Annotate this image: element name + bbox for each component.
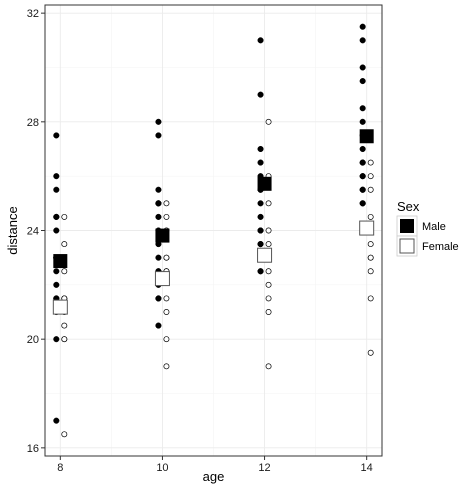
point-female — [265, 241, 272, 248]
point-female — [367, 241, 374, 248]
point-female — [265, 363, 272, 370]
point-male — [257, 37, 264, 44]
point-female — [265, 295, 272, 302]
point-male — [359, 105, 366, 112]
point-female — [367, 254, 374, 261]
point-female — [163, 213, 170, 220]
y-tick-label: 28 — [27, 117, 39, 129]
point-male — [359, 186, 366, 193]
point-female — [367, 295, 374, 302]
point-female — [61, 268, 68, 275]
point-male — [53, 336, 60, 343]
point-female — [61, 322, 68, 329]
x-tick-label: 8 — [57, 462, 63, 474]
point-male — [257, 241, 264, 248]
point-male — [53, 173, 60, 180]
point-male — [155, 118, 162, 125]
mean-marker-male-mean — [359, 129, 374, 144]
point-male — [53, 132, 60, 139]
legend-label-female: Female — [422, 241, 459, 253]
point-male — [359, 173, 366, 180]
point-male — [257, 159, 264, 166]
x-tick-label: 14 — [361, 462, 373, 474]
point-male — [257, 213, 264, 220]
mean-marker-male-mean — [155, 228, 170, 243]
point-female — [367, 159, 374, 166]
x-tick-label: 12 — [258, 462, 270, 474]
y-tick-label: 24 — [27, 226, 39, 238]
point-male — [359, 200, 366, 207]
point-male — [257, 145, 264, 153]
point-male — [53, 227, 60, 234]
point-male — [155, 213, 162, 220]
point-male — [359, 64, 366, 71]
y-tick-label: 16 — [27, 443, 39, 455]
point-male — [257, 268, 264, 275]
point-female — [163, 254, 170, 261]
point-male — [53, 186, 60, 193]
point-female — [265, 227, 272, 234]
point-male — [155, 322, 162, 329]
point-female — [61, 336, 68, 343]
point-male — [155, 254, 162, 261]
point-female — [61, 241, 68, 248]
x-tick-label: 10 — [156, 462, 168, 474]
mean-marker-female-mean — [359, 220, 375, 236]
point-female — [265, 309, 272, 315]
point-female — [367, 349, 374, 356]
axes: 16 20 24 28 32 8 10 12 14 — [27, 8, 373, 474]
point-male — [53, 213, 60, 220]
point-female — [163, 363, 170, 370]
x-axis-title: age — [203, 469, 225, 484]
point-male — [155, 200, 162, 207]
mean-marker-female-mean — [154, 271, 170, 287]
point-female — [163, 309, 170, 315]
y-tick-label: 32 — [27, 8, 39, 20]
point-female — [61, 213, 68, 220]
legend-title: Sex — [397, 199, 420, 214]
point-female — [367, 186, 374, 193]
legend-label-male: Male — [422, 221, 446, 233]
point-male — [359, 159, 366, 166]
point-male — [359, 145, 366, 153]
point-male — [257, 200, 264, 207]
point-male — [359, 118, 366, 125]
point-male — [53, 281, 60, 288]
point-female — [163, 295, 170, 302]
point-female — [265, 200, 272, 207]
mean-marker-female-mean — [257, 247, 273, 263]
point-female — [265, 118, 272, 125]
point-male — [359, 23, 366, 30]
point-female — [367, 268, 374, 275]
point-male — [155, 132, 162, 139]
y-axis-title: distance — [5, 206, 20, 254]
mean-marker-male-mean — [257, 176, 272, 191]
legend: Sex Male Female — [396, 199, 459, 257]
point-female — [163, 336, 170, 343]
point-male — [359, 78, 366, 85]
point-female — [265, 268, 272, 275]
point-female — [265, 281, 272, 288]
point-female — [61, 431, 68, 438]
point-male — [155, 295, 162, 302]
legend-swatch-female — [399, 238, 415, 254]
point-female — [367, 213, 374, 220]
mean-marker-male-mean — [53, 254, 68, 269]
point-male — [53, 417, 60, 424]
point-female — [163, 200, 170, 207]
data-points — [52, 23, 375, 438]
point-male — [359, 37, 366, 44]
legend-swatch-male — [400, 219, 414, 233]
mean-marker-female-mean — [52, 299, 68, 315]
point-male — [257, 227, 264, 234]
point-female — [367, 173, 374, 180]
grid-lines — [45, 5, 382, 456]
point-male — [257, 91, 264, 98]
point-male — [53, 268, 60, 275]
point-male — [155, 186, 162, 193]
y-tick-label: 20 — [27, 334, 39, 346]
